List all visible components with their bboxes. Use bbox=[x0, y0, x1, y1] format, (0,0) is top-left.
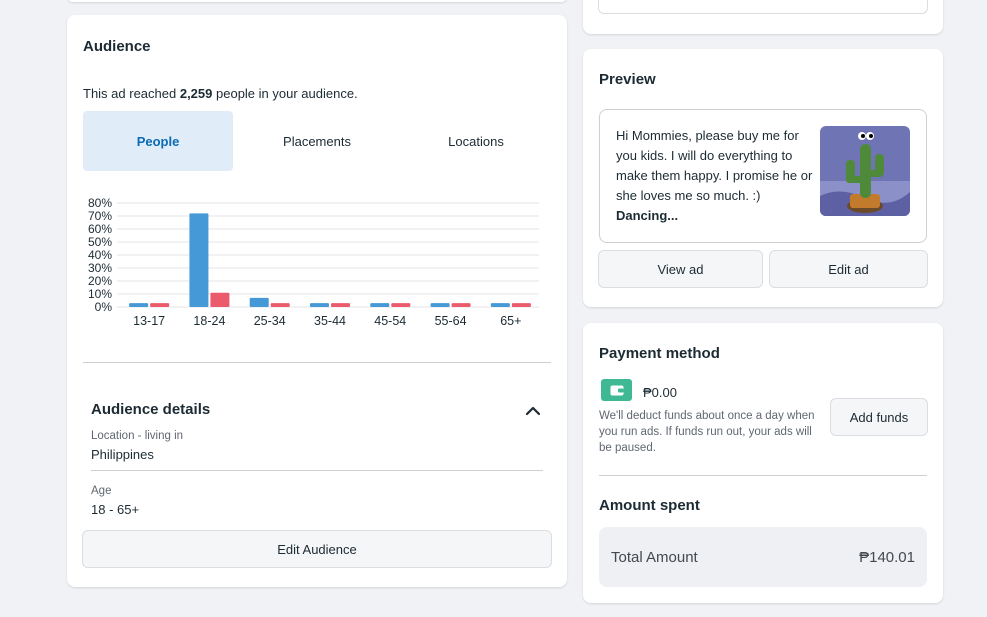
bar bbox=[391, 303, 411, 307]
payment-note: We'll deduct funds about once a day when… bbox=[599, 410, 815, 454]
y-tick-label: 20% bbox=[88, 274, 112, 288]
audience-tabs: People Placements Locations bbox=[83, 111, 551, 171]
divider bbox=[83, 362, 551, 363]
bar bbox=[270, 303, 290, 307]
reach-suffix: people in your audience. bbox=[212, 86, 358, 101]
edit-ad-button[interactable]: Edit ad bbox=[769, 250, 928, 288]
bar bbox=[310, 303, 329, 307]
reach-text: This ad reached 2,259 people in your aud… bbox=[83, 86, 358, 101]
reach-count: 2,259 bbox=[179, 86, 213, 101]
x-tick-label: 18-24 bbox=[193, 314, 225, 328]
ad-preview[interactable]: Hi Mommies, please buy me for you kids. … bbox=[599, 109, 927, 243]
ad-text-bold: Dancing... bbox=[616, 208, 679, 223]
tab-placements[interactable]: Placements bbox=[283, 133, 351, 149]
y-tick-label: 50% bbox=[88, 235, 112, 249]
previous-card-bottom bbox=[67, 0, 567, 2]
bar bbox=[370, 303, 390, 307]
view-ad-button[interactable]: View ad bbox=[598, 250, 763, 288]
y-tick-label: 60% bbox=[88, 222, 112, 236]
y-tick-label: 10% bbox=[88, 287, 112, 301]
location-label: Location - living in bbox=[91, 430, 184, 442]
total-amount-value: ₱140.01 bbox=[859, 549, 915, 566]
bar bbox=[249, 297, 269, 307]
tab-people[interactable]: People bbox=[83, 111, 233, 171]
bar bbox=[129, 303, 149, 307]
reach-prefix: This ad reached bbox=[83, 86, 180, 101]
amount-spent-title: Amount spent bbox=[599, 497, 700, 514]
x-tick-label: 35-44 bbox=[314, 314, 346, 328]
payment-card: Payment method ₱0.00 We'll deduct funds … bbox=[583, 323, 943, 603]
bar bbox=[430, 303, 450, 307]
balance-value: ₱0.00 bbox=[643, 385, 677, 400]
x-tick-label: 55-64 bbox=[435, 314, 467, 328]
payment-method-title: Payment method bbox=[599, 345, 720, 362]
add-funds-button[interactable]: Add funds bbox=[830, 398, 928, 436]
divider bbox=[599, 475, 927, 476]
wallet-icon bbox=[601, 379, 632, 401]
ad-text: Hi Mommies, please buy me for you kids. … bbox=[616, 128, 813, 203]
bar bbox=[451, 303, 471, 307]
previous-card-bottom-right bbox=[583, 0, 943, 34]
preview-card: Preview Hi Mommies, please buy me for yo… bbox=[583, 49, 943, 307]
bar bbox=[511, 303, 531, 307]
y-tick-label: 80% bbox=[88, 196, 112, 210]
audience-title: Audience bbox=[83, 38, 151, 55]
bar bbox=[189, 213, 209, 307]
location-value: Philippines bbox=[91, 447, 154, 462]
bar bbox=[150, 303, 170, 307]
preview-title: Preview bbox=[599, 71, 656, 88]
x-tick-label: 25-34 bbox=[254, 314, 286, 328]
y-tick-label: 70% bbox=[88, 209, 112, 223]
bar bbox=[210, 292, 230, 307]
bar bbox=[331, 303, 350, 307]
tab-locations[interactable]: Locations bbox=[448, 133, 504, 149]
chevron-up-icon[interactable] bbox=[524, 402, 542, 418]
audience-details-title: Audience details bbox=[91, 401, 211, 418]
bar bbox=[490, 303, 510, 307]
total-amount-label: Total Amount bbox=[611, 549, 698, 566]
total-amount-box: Total Amount ₱140.01 bbox=[599, 527, 927, 587]
age-label: Age bbox=[91, 485, 112, 497]
y-tick-label: 0% bbox=[95, 300, 113, 314]
x-tick-label: 45-54 bbox=[374, 314, 406, 328]
x-tick-label: 65+ bbox=[500, 314, 521, 328]
audience-card: Audience This ad reached 2,259 people in… bbox=[67, 15, 567, 587]
divider bbox=[91, 470, 543, 471]
edit-audience-button[interactable]: Edit Audience bbox=[82, 530, 552, 568]
age-value: 18 - 65+ bbox=[91, 502, 140, 517]
ad-preview-text: Hi Mommies, please buy me for you kids. … bbox=[616, 126, 816, 226]
ad-image bbox=[820, 126, 910, 216]
audience-age-chart: 0%10%20%30%40%50%60%70%80% 13-17 18-24 25-3… bbox=[88, 196, 539, 328]
x-tick-label: 13-17 bbox=[133, 314, 165, 328]
y-tick-label: 30% bbox=[88, 261, 112, 275]
y-tick-label: 40% bbox=[88, 248, 112, 262]
